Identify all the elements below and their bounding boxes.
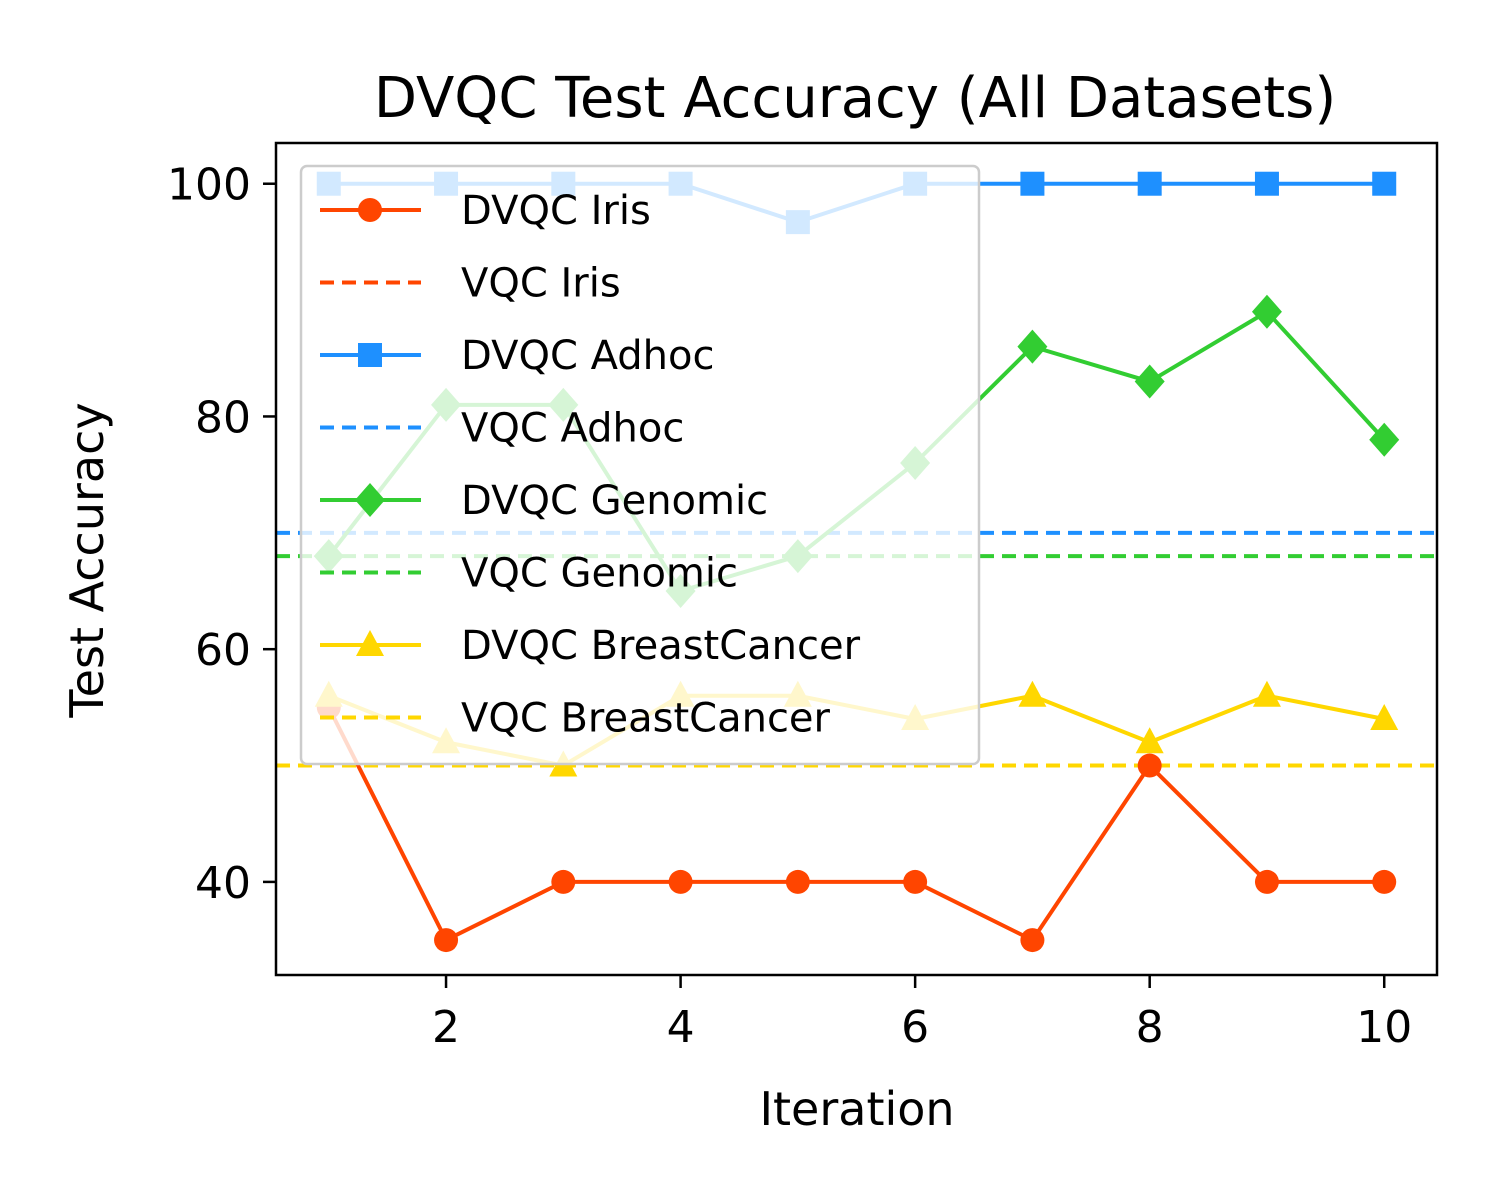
legend-item-dvqc-genomic: DVQC Genomic bbox=[320, 478, 768, 524]
data-point-dvqc-breastcancer bbox=[1135, 727, 1164, 754]
y-tick-label: 100 bbox=[167, 160, 251, 211]
data-point-dvqc-iris bbox=[1020, 928, 1045, 953]
data-point-dvqc-genomic bbox=[1251, 294, 1282, 329]
legend: DVQC Iris VQC Iris DVQC Adhoc VQC Adhoc DVQC… bbox=[299, 164, 981, 766]
x-tick-label: 8 bbox=[1136, 1002, 1164, 1053]
legend-item-dvqc-iris: DVQC Iris bbox=[320, 188, 651, 234]
data-point-dvqc-iris bbox=[1372, 869, 1397, 894]
data-point-dvqc-genomic bbox=[1134, 364, 1165, 399]
data-point-dvqc-iris bbox=[1137, 753, 1162, 778]
legend-item-vqc-iris: VQC Iris bbox=[320, 261, 621, 307]
data-point-dvqc-iris bbox=[551, 869, 576, 894]
legend-item-dvqc-breastcancer: DVQC BreastCancer bbox=[320, 623, 861, 669]
data-point-dvqc-adhoc bbox=[1020, 171, 1045, 196]
chart-title: DVQC Test Accuracy (All Datasets) bbox=[374, 66, 1336, 131]
data-point-dvqc-breastcancer bbox=[1370, 704, 1399, 730]
series-dvqc-iris bbox=[316, 695, 1397, 953]
data-point-dvqc-iris bbox=[434, 928, 459, 953]
data-point-dvqc-iris bbox=[903, 869, 928, 894]
x-axis: 2 4 6 8 10 bbox=[432, 975, 1412, 1053]
data-point-dvqc-breastcancer bbox=[1018, 680, 1047, 707]
plot-frame bbox=[274, 141, 1439, 977]
legend-label: VQC Iris bbox=[461, 261, 621, 307]
legend-marker bbox=[355, 483, 385, 517]
data-point-dvqc-adhoc bbox=[1254, 171, 1279, 196]
legend-label: DVQC Adhoc bbox=[461, 333, 714, 379]
legend-label: DVQC BreastCancer bbox=[461, 623, 861, 669]
x-tick-label: 2 bbox=[432, 1002, 460, 1053]
legend-marker bbox=[356, 630, 384, 656]
y-tick-label: 80 bbox=[195, 392, 251, 443]
legend-label: VQC Adhoc bbox=[461, 406, 684, 452]
legend-label: VQC Genomic bbox=[461, 551, 738, 597]
data-point-dvqc-adhoc bbox=[1372, 171, 1397, 196]
data-point-dvqc-iris bbox=[785, 869, 810, 894]
legend-item-vqc-breastcancer: VQC BreastCancer bbox=[320, 696, 831, 742]
y-axis: 40 60 80 100 bbox=[167, 160, 276, 909]
data-point-dvqc-breastcancer bbox=[1252, 680, 1281, 707]
legend-marker bbox=[358, 198, 382, 222]
data-point-dvqc-iris bbox=[1254, 869, 1279, 894]
data-point-dvqc-adhoc bbox=[1137, 171, 1162, 196]
legend-label: VQC BreastCancer bbox=[461, 696, 831, 742]
data-point-dvqc-genomic bbox=[1017, 329, 1048, 364]
legend-label: DVQC Genomic bbox=[461, 478, 768, 524]
legend-item-vqc-genomic: VQC Genomic bbox=[320, 551, 738, 597]
legend-item-vqc-adhoc: VQC Adhoc bbox=[320, 406, 684, 452]
y-tick-label: 60 bbox=[195, 625, 251, 676]
x-tick-label: 4 bbox=[667, 1002, 695, 1053]
y-axis-label: Test Accuracy bbox=[60, 402, 114, 718]
data-point-dvqc-genomic bbox=[1369, 422, 1400, 457]
legend-label: DVQC Iris bbox=[461, 188, 651, 234]
legend-item-dvqc-adhoc: DVQC Adhoc bbox=[320, 333, 714, 379]
y-tick-label: 40 bbox=[195, 858, 251, 909]
data-point-dvqc-iris bbox=[668, 869, 693, 894]
series-line-dvqc-iris bbox=[326, 706, 1385, 943]
x-tick-label: 10 bbox=[1356, 1002, 1412, 1053]
legend-box bbox=[299, 164, 981, 766]
x-tick-label: 6 bbox=[901, 1002, 929, 1053]
legend-marker bbox=[358, 343, 382, 367]
x-axis-label: Iteration bbox=[759, 1082, 954, 1136]
